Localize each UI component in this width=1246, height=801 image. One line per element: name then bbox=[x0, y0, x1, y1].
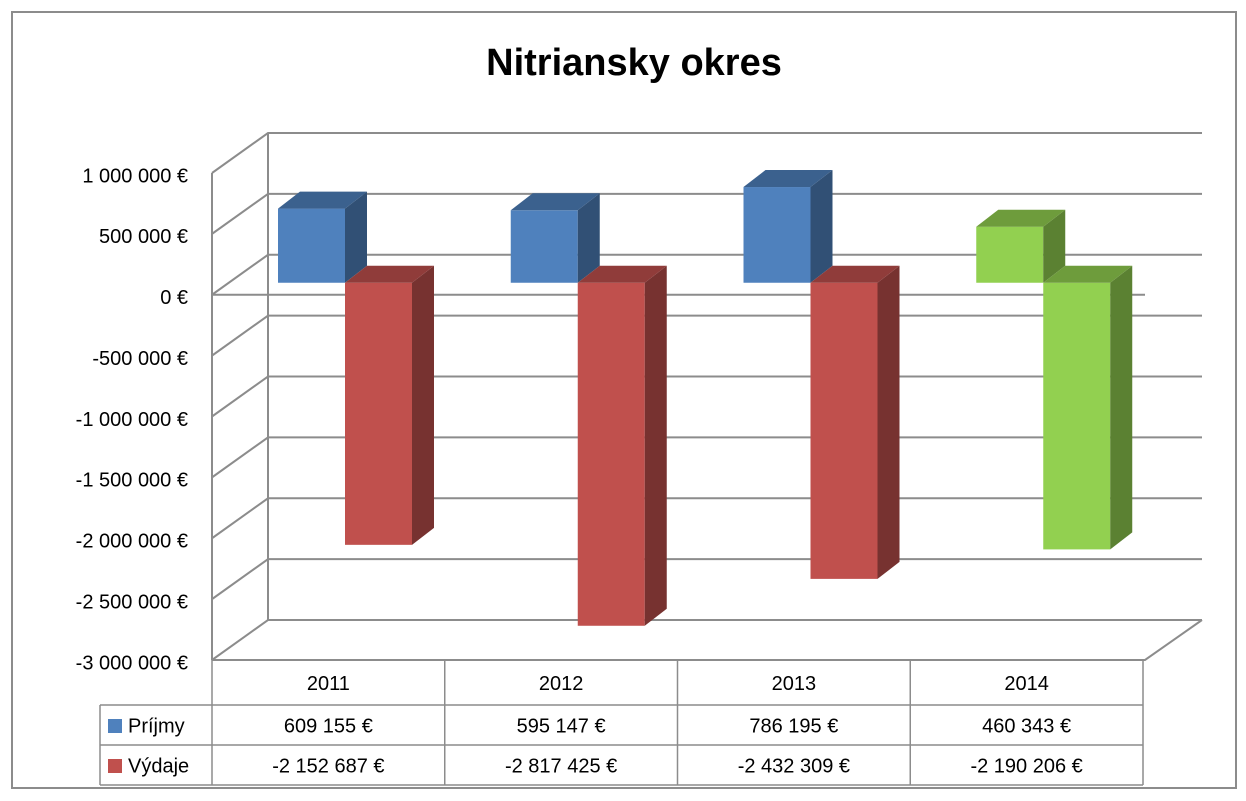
bar-top bbox=[278, 191, 367, 209]
table-value: -2 152 687 € bbox=[272, 755, 384, 777]
bar-top bbox=[1043, 265, 1133, 283]
grid-line bbox=[211, 132, 1202, 174]
table-value: 786 195 € bbox=[749, 715, 838, 737]
bar-front bbox=[345, 282, 412, 545]
y-tick-label: -2 500 000 € bbox=[76, 591, 188, 613]
bar-front bbox=[510, 210, 578, 283]
bar-side bbox=[577, 193, 600, 283]
grid-line bbox=[211, 192, 1202, 235]
legend-key bbox=[108, 719, 122, 733]
bar-front bbox=[278, 208, 345, 283]
y-tick-label: -2 000 000 € bbox=[76, 531, 188, 553]
bar-front bbox=[810, 282, 878, 579]
bar-top bbox=[810, 265, 900, 283]
table-value: -2 432 309 € bbox=[738, 755, 850, 777]
bar-front bbox=[1043, 282, 1111, 550]
y-tick-label: -500 000 € bbox=[92, 348, 188, 370]
table-value: 595 147 € bbox=[517, 715, 606, 737]
bar-top bbox=[577, 265, 667, 283]
bar-side bbox=[1043, 209, 1066, 283]
table-value: -2 817 425 € bbox=[505, 755, 617, 777]
bar-top bbox=[976, 209, 1066, 227]
grid-line bbox=[211, 619, 1202, 661]
y-tick-label: -3 000 000 € bbox=[76, 652, 188, 674]
legend-label: Výdaje bbox=[128, 755, 189, 777]
bar-side bbox=[877, 265, 900, 579]
bar-front bbox=[743, 187, 811, 283]
bar-front bbox=[577, 282, 645, 626]
x-tick-label: 2011 bbox=[307, 673, 350, 695]
y-tick-label: -1 000 000 € bbox=[76, 409, 188, 431]
bar-side bbox=[1110, 265, 1133, 550]
x-tick-label: 2014 bbox=[1004, 673, 1049, 695]
bar-side bbox=[412, 265, 434, 545]
bar-top bbox=[743, 170, 833, 188]
bar-side bbox=[810, 170, 833, 283]
y-tick-label: 0 € bbox=[160, 287, 188, 309]
bar-side bbox=[345, 191, 367, 283]
chart-title: Nitriansky okres bbox=[486, 42, 782, 84]
grid-line bbox=[211, 253, 1202, 296]
table-value: -2 190 206 € bbox=[970, 755, 1082, 777]
y-tick-label: 500 000 € bbox=[99, 226, 188, 248]
bar-top bbox=[510, 193, 600, 211]
bar-front bbox=[976, 226, 1044, 283]
table-value: 460 343 € bbox=[982, 715, 1071, 737]
legend-label: Príjmy bbox=[128, 715, 185, 737]
y-tick-label: 1 000 000 € bbox=[82, 165, 188, 187]
bar-side bbox=[644, 265, 667, 626]
legend-key bbox=[108, 759, 122, 773]
table-value: 609 155 € bbox=[284, 715, 373, 737]
y-tick-label: -1 500 000 € bbox=[76, 470, 188, 492]
bar-top bbox=[345, 265, 434, 283]
x-tick-label: 2012 bbox=[539, 673, 584, 695]
x-tick-label: 2013 bbox=[772, 673, 817, 695]
